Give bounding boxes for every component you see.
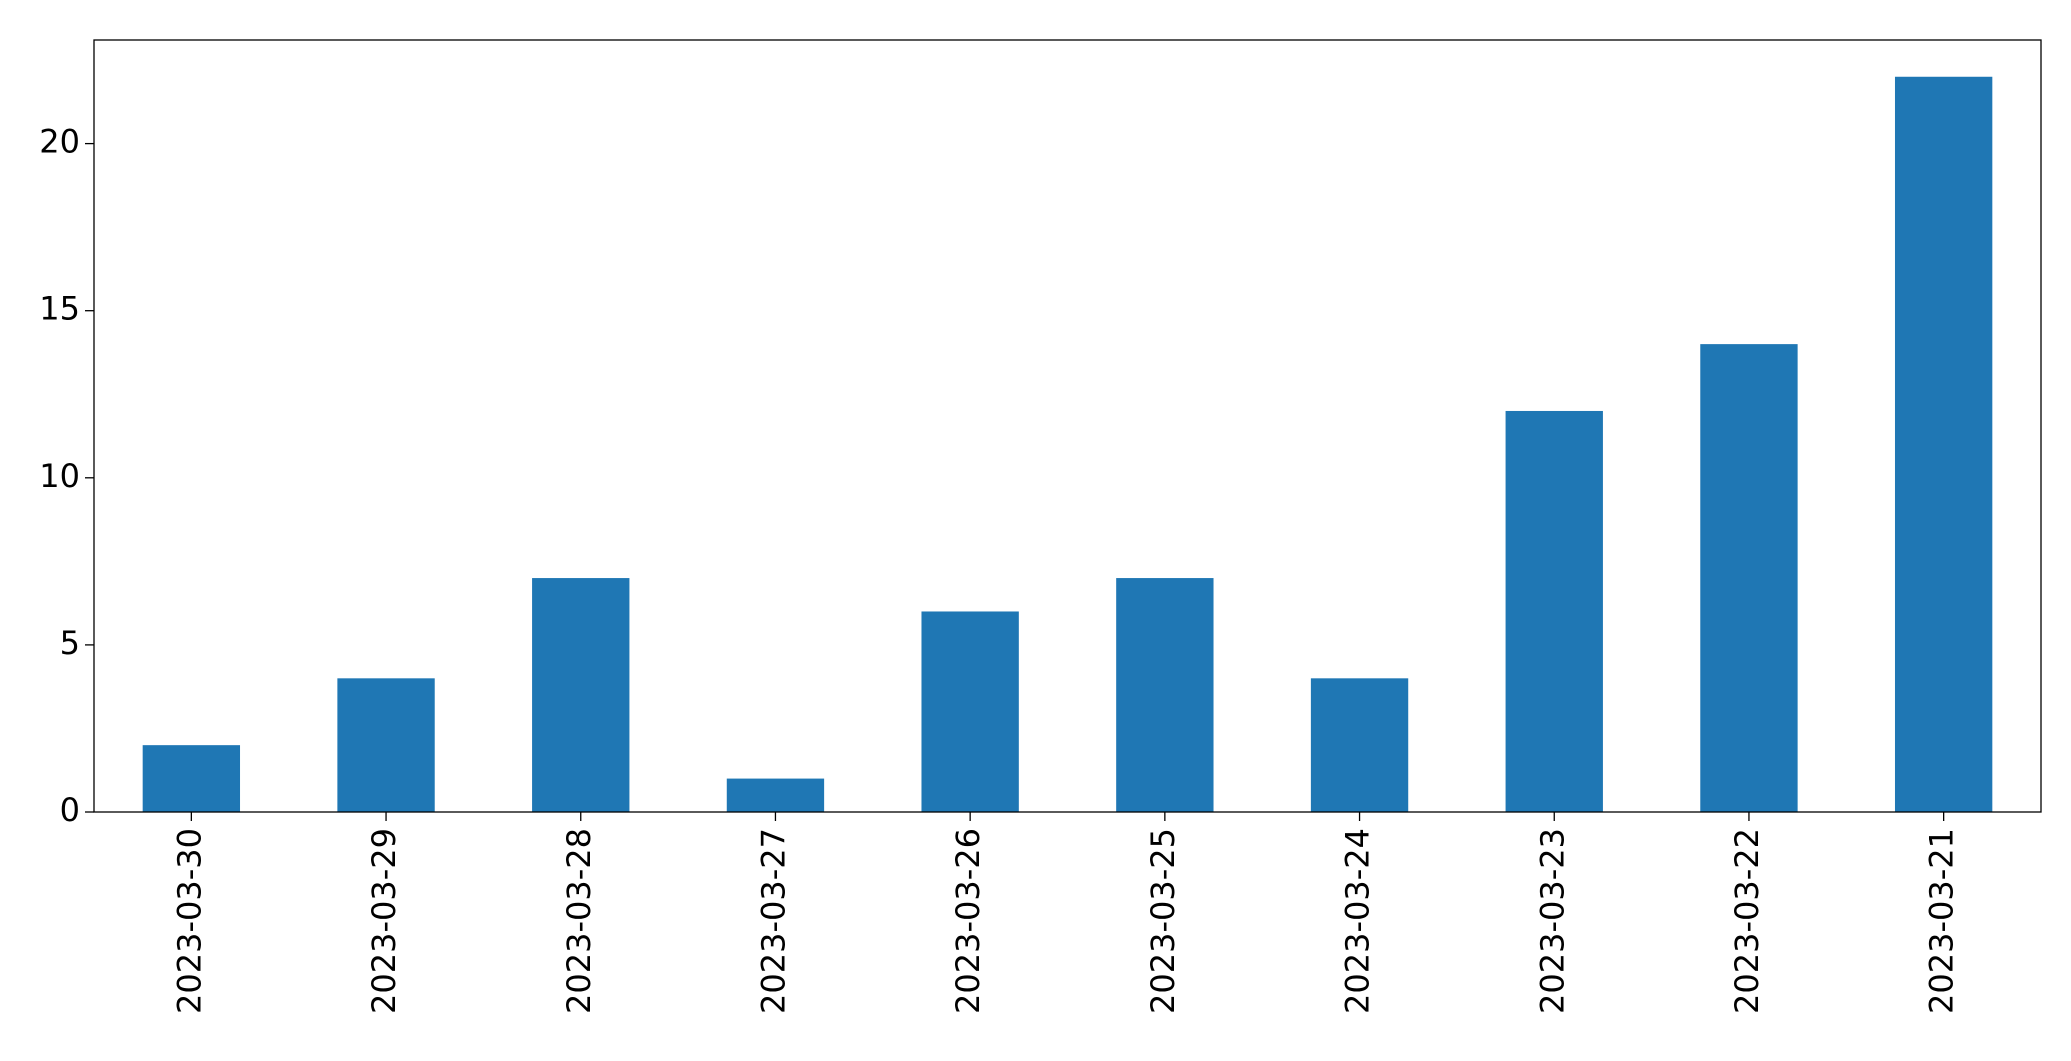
x-tick-label: 2023-03-25 [1144, 828, 1182, 1014]
bar [921, 611, 1019, 812]
bar [1310, 678, 1409, 812]
x-tick-label: 2023-03-23 [1533, 828, 1571, 1014]
x-tick-label: 2023-03-28 [560, 828, 598, 1014]
x-tick-label: 2023-03-24 [1339, 828, 1377, 1014]
plot-frame [93, 39, 2042, 813]
y-tick-label: 20 [39, 123, 80, 161]
x-tick-label: 2023-03-21 [1923, 828, 1961, 1014]
bar [532, 578, 630, 812]
bar [1700, 344, 1798, 812]
y-tick-label: 5 [60, 624, 80, 662]
bar [142, 745, 241, 812]
bar [1116, 578, 1214, 812]
x-tick-label: 2023-03-26 [949, 828, 987, 1014]
bar [726, 778, 825, 812]
bar [337, 678, 435, 812]
x-tick-label: 2023-03-22 [1728, 828, 1766, 1014]
bar [1894, 76, 1993, 812]
x-tick-label: 2023-03-27 [754, 828, 792, 1014]
y-tick-label: 10 [39, 457, 80, 495]
y-tick-label: 0 [60, 791, 80, 829]
y-tick-label: 15 [39, 290, 80, 328]
x-tick-label: 2023-03-29 [365, 828, 403, 1014]
x-tick-label: 2023-03-30 [170, 828, 208, 1014]
bar [1505, 410, 1603, 812]
